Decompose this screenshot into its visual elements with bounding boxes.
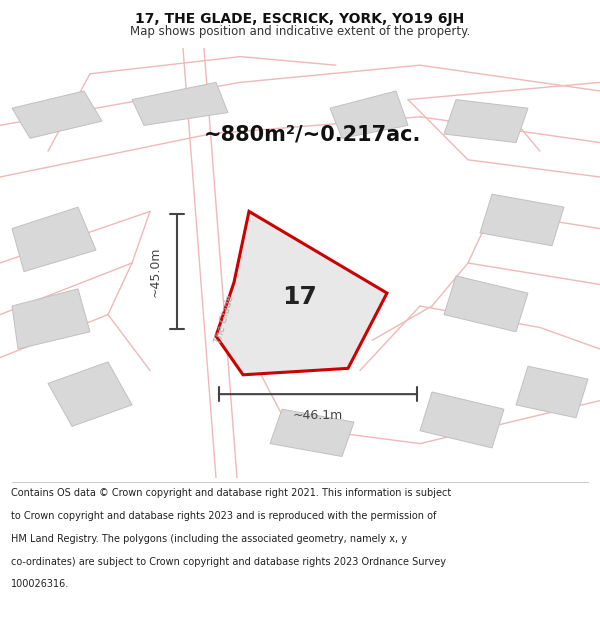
- Text: 17: 17: [283, 286, 317, 309]
- Text: The Glade: The Glade: [214, 294, 236, 344]
- Text: Map shows position and indicative extent of the property.: Map shows position and indicative extent…: [130, 26, 470, 38]
- Text: ~45.0m: ~45.0m: [149, 246, 162, 297]
- Polygon shape: [132, 82, 228, 126]
- Polygon shape: [12, 289, 90, 349]
- Polygon shape: [516, 366, 588, 418]
- Text: to Crown copyright and database rights 2023 and is reproduced with the permissio: to Crown copyright and database rights 2…: [11, 511, 436, 521]
- Polygon shape: [12, 207, 96, 272]
- Polygon shape: [48, 362, 132, 426]
- Text: 17, THE GLADE, ESCRICK, YORK, YO19 6JH: 17, THE GLADE, ESCRICK, YORK, YO19 6JH: [136, 12, 464, 26]
- Text: ~880m²/~0.217ac.: ~880m²/~0.217ac.: [203, 124, 421, 144]
- Text: Contains OS data © Crown copyright and database right 2021. This information is : Contains OS data © Crown copyright and d…: [11, 488, 451, 498]
- Text: co-ordinates) are subject to Crown copyright and database rights 2023 Ordnance S: co-ordinates) are subject to Crown copyr…: [11, 557, 446, 567]
- Polygon shape: [420, 392, 504, 448]
- Polygon shape: [216, 211, 387, 375]
- Polygon shape: [330, 91, 408, 138]
- Polygon shape: [444, 276, 528, 332]
- Polygon shape: [270, 409, 354, 456]
- Text: ~46.1m: ~46.1m: [293, 409, 343, 422]
- Polygon shape: [480, 194, 564, 246]
- Polygon shape: [444, 99, 528, 142]
- Text: 100026316.: 100026316.: [11, 579, 69, 589]
- Polygon shape: [12, 91, 102, 138]
- Text: HM Land Registry. The polygons (including the associated geometry, namely x, y: HM Land Registry. The polygons (includin…: [11, 534, 407, 544]
